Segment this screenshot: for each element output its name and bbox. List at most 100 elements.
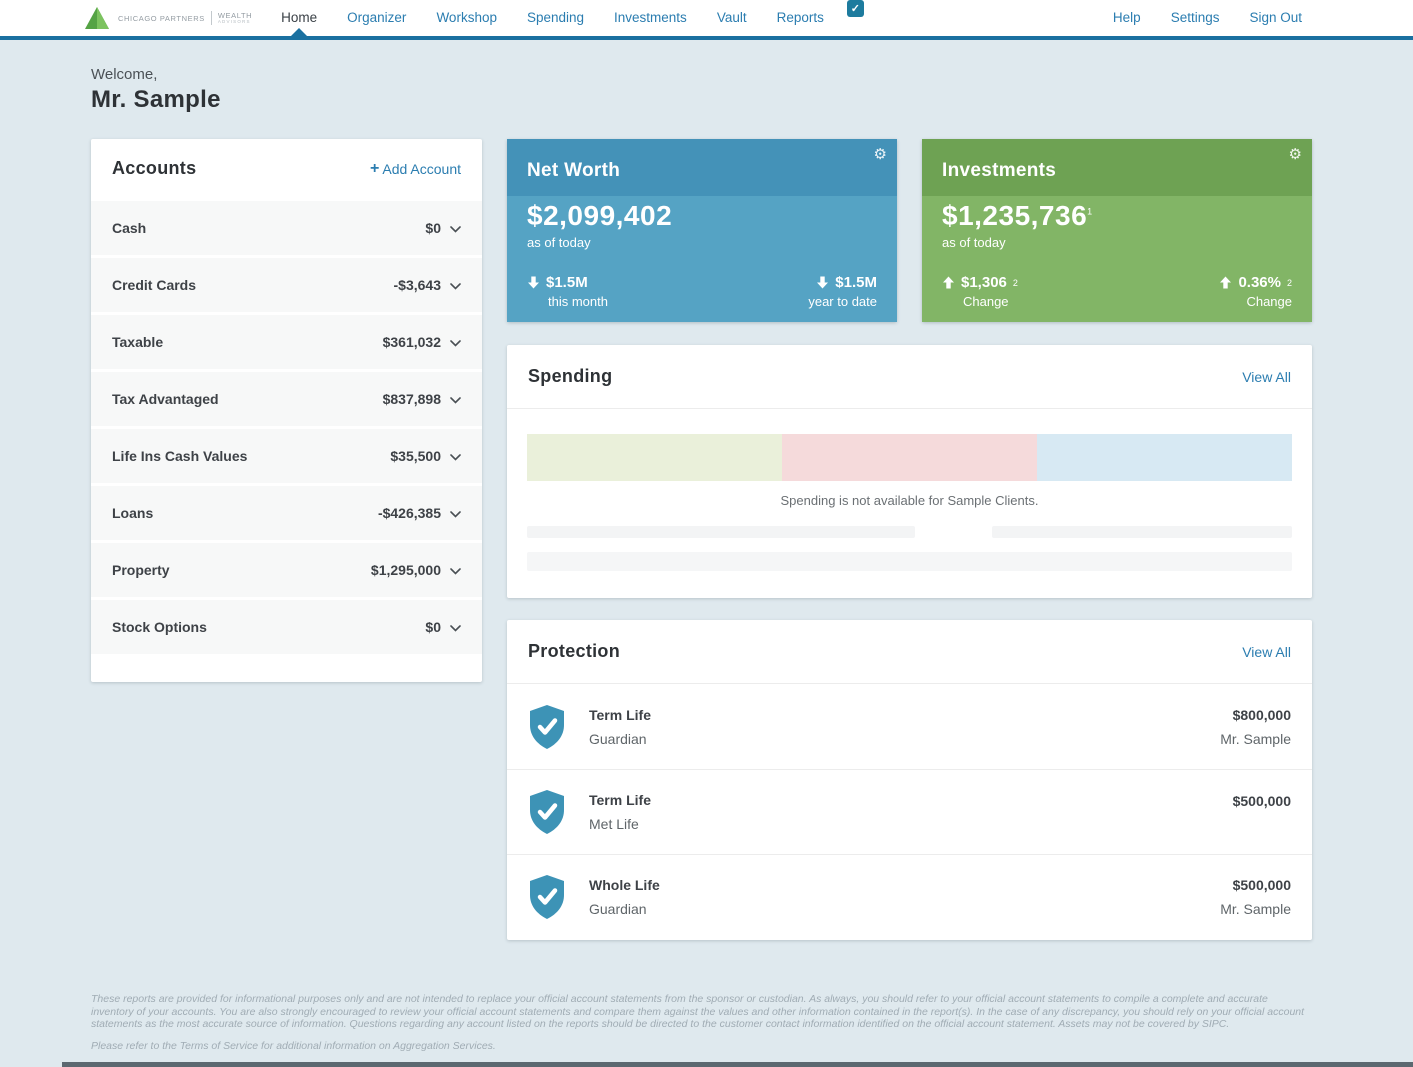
tasks-check-icon[interactable]: ✓ xyxy=(846,0,864,17)
stat-value: $1,306 xyxy=(961,274,1007,291)
policy-type: Term Life xyxy=(589,706,651,723)
arrow-up-icon xyxy=(943,276,954,289)
account-label: Cash xyxy=(112,220,147,236)
policy-amount: $800,000 xyxy=(1232,706,1291,723)
main-nav: Home Organizer Workshop Spending Investm… xyxy=(266,0,864,36)
account-label: Stock Options xyxy=(112,619,207,635)
client-name: Mr. Sample xyxy=(91,86,221,113)
investments-value: $1,235,7361 xyxy=(942,200,1093,231)
top-navigation: CHICAGO PARTNERS WEALTH ADVISORS Home Or… xyxy=(0,0,1413,40)
placeholder-bar xyxy=(992,526,1292,538)
nav-item-investments[interactable]: Investments xyxy=(614,10,687,25)
accounts-panel: Accounts + Add Account Cash $0 Credit Ca… xyxy=(91,139,482,682)
nav-item-spending[interactable]: Spending xyxy=(526,10,585,25)
protection-view-all-link[interactable]: View All xyxy=(1242,643,1291,660)
policy-type: Term Life xyxy=(589,792,651,808)
utility-nav: Help Settings Sign Out xyxy=(1098,0,1317,36)
account-label: Credit Cards xyxy=(112,277,197,293)
account-value: $35,500 xyxy=(390,448,441,464)
chevron-down-icon[interactable] xyxy=(450,281,461,290)
policy-type: Whole Life xyxy=(589,877,660,893)
spending-segment-bar xyxy=(527,434,1292,481)
chevron-down-icon[interactable] xyxy=(450,509,461,518)
arrow-down-icon xyxy=(528,276,539,289)
accounts-header: Accounts + Add Account xyxy=(91,139,482,198)
investments-body: $1,235,7361 as of today $1,306 2 Change 0… xyxy=(922,196,1312,322)
account-value: $0 xyxy=(425,619,441,635)
protection-title: Protection xyxy=(528,641,621,661)
account-row-cash: Cash $0 xyxy=(91,198,482,255)
spending-view-all-link[interactable]: View All xyxy=(1242,368,1291,385)
account-row-tax-advantaged: Tax Advantaged $837,898 xyxy=(91,369,482,426)
brand-logo[interactable]: CHICAGO PARTNERS WEALTH ADVISORS xyxy=(84,6,252,30)
stat-label: this month xyxy=(548,294,608,309)
stat-label: Change xyxy=(963,294,1009,309)
investments-title: Investments xyxy=(942,160,1057,181)
stat-label: Change xyxy=(1246,294,1292,309)
nav-item-home[interactable]: Home xyxy=(266,0,332,36)
net-worth-month-stat: $1.5M this month xyxy=(527,274,608,309)
policy-owner xyxy=(1233,817,1291,831)
placeholder-bar-full xyxy=(527,552,1292,571)
brand-subtext: ADVISORS xyxy=(217,19,251,24)
placeholder-bar xyxy=(527,526,915,538)
investments-card: Investments ⚙ $1,235,7361 as of today $1… xyxy=(922,139,1312,322)
accounts-title: Accounts xyxy=(112,158,197,178)
account-label: Property xyxy=(112,562,170,578)
account-row-taxable: Taxable $361,032 xyxy=(91,312,482,369)
spending-panel: Spending View All Spending is not availa… xyxy=(507,345,1312,598)
policy-provider: Met Life xyxy=(589,816,639,832)
nav-item-settings[interactable]: Settings xyxy=(1170,10,1220,25)
segment-red xyxy=(782,434,1037,481)
nav-item-reports[interactable]: Reports xyxy=(776,10,824,25)
nav-item-vault[interactable]: Vault xyxy=(716,10,747,25)
nav-item-sign-out[interactable]: Sign Out xyxy=(1249,10,1302,25)
chevron-down-icon[interactable] xyxy=(450,395,461,404)
policy-amount: $500,000 xyxy=(1232,793,1291,809)
account-value: $837,898 xyxy=(382,391,441,407)
gear-icon[interactable]: ⚙ xyxy=(873,146,887,163)
chevron-down-icon[interactable] xyxy=(450,623,461,632)
disclaimer-paragraph: These reports are provided for informati… xyxy=(91,993,1305,1030)
chevron-down-icon[interactable] xyxy=(450,224,461,233)
chevron-down-icon[interactable] xyxy=(450,338,461,347)
nav-item-organizer[interactable]: Organizer xyxy=(347,10,407,25)
welcome-block: Welcome, Mr. Sample xyxy=(91,66,221,114)
footnote-marker: 1 xyxy=(1087,206,1093,217)
protection-row: Term Life Guardian $800,000 Mr. Sample xyxy=(507,684,1312,769)
footer-disclaimer: These reports are provided for informati… xyxy=(91,993,1312,1067)
protection-header: Protection View All xyxy=(507,620,1312,684)
gear-icon[interactable]: ⚙ xyxy=(1288,146,1302,163)
chevron-down-icon[interactable] xyxy=(450,452,461,461)
shield-check-icon xyxy=(530,704,564,749)
net-worth-title: Net Worth xyxy=(527,160,621,181)
stat-label: year to date xyxy=(808,294,877,309)
policy-provider: Guardian xyxy=(589,901,647,917)
policy-amount: $500,000 xyxy=(1232,877,1291,893)
policy-provider: Guardian xyxy=(589,730,647,747)
spending-title: Spending xyxy=(528,366,613,386)
account-label: Life Ins Cash Values xyxy=(112,448,248,464)
brand-divider xyxy=(210,11,212,25)
net-worth-header: Net Worth ⚙ xyxy=(507,139,897,196)
spending-header: Spending View All xyxy=(507,345,1312,409)
net-worth-body: $2,099,402 as of today $1.5M this month … xyxy=(507,196,897,322)
segment-green xyxy=(527,434,782,481)
net-worth-ytd-stat: $1.5M year to date xyxy=(808,274,877,309)
add-account-button[interactable]: + Add Account xyxy=(370,159,461,177)
spending-unavailable-message: Spending is not available for Sample Cli… xyxy=(780,493,1039,508)
protection-row: Term Life Met Life $500,000 xyxy=(507,769,1312,854)
protection-row: Whole Life Guardian $500,000 Mr. Sample xyxy=(507,854,1312,939)
welcome-greeting: Welcome, xyxy=(91,66,158,83)
net-worth-card: Net Worth ⚙ $2,099,402 as of today $1.5M… xyxy=(507,139,897,322)
chevron-down-icon[interactable] xyxy=(450,566,461,575)
account-row-credit-cards: Credit Cards -$3,643 xyxy=(91,255,482,312)
nav-item-help[interactable]: Help xyxy=(1112,10,1141,25)
stat-value: $1.5M xyxy=(835,274,877,291)
account-label: Tax Advantaged xyxy=(112,391,219,407)
nav-item-workshop[interactable]: Workshop xyxy=(436,10,497,25)
investments-pct-stat: 0.36% 2 Change xyxy=(1219,274,1292,309)
shield-check-icon xyxy=(530,790,564,834)
plus-icon: + xyxy=(370,159,380,177)
